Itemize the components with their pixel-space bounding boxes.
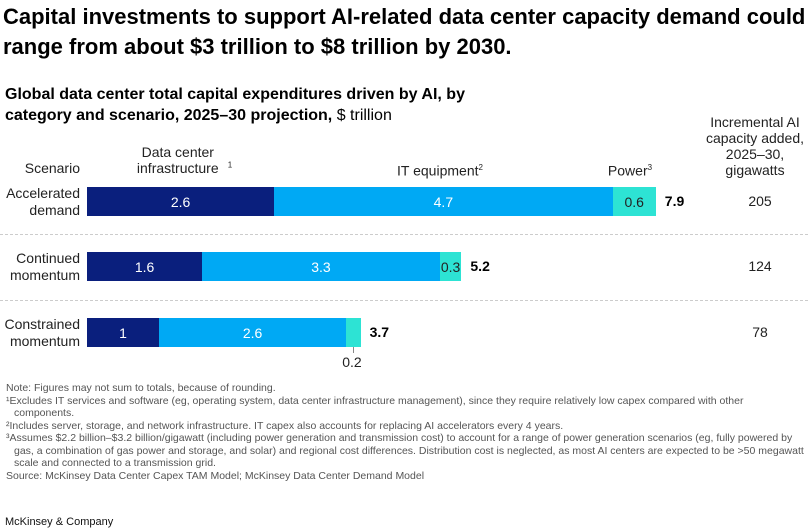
footnote-mark: 1 — [227, 160, 233, 170]
footnote-2: ²Includes server, storage, and network i… — [6, 419, 564, 432]
bar-segment: 0.6 — [612, 187, 656, 216]
chart-title: Global data center total capital expendi… — [5, 84, 485, 126]
row-divider — [0, 300, 808, 301]
bar-segment: 4.7 — [274, 187, 613, 216]
leader-line — [353, 347, 355, 353]
data-label: 0.3 — [440, 258, 461, 275]
legend-label: IT equipment — [397, 162, 479, 179]
data-label: 0.6 — [624, 193, 644, 210]
bar-segment: 2.6 — [159, 318, 347, 347]
bar-segment: 1 — [87, 318, 159, 347]
data-label: 4.7 — [433, 193, 454, 210]
bar-segment: 0.3 — [439, 252, 462, 281]
note: Note: Figures may not sum to totals, bec… — [6, 382, 276, 394]
footnote-1: ¹Excludes IT services and software (eg, … — [6, 394, 744, 420]
footnote-mark: 3 — [647, 163, 653, 172]
scenario-label: Accelerated demand — [6, 185, 80, 218]
legend-label: Power — [607, 162, 648, 179]
footnotes: Note: Figures may not sum to totals, bec… — [6, 382, 806, 482]
unit-label: $ trillion — [336, 107, 392, 124]
scenario-label: Constrained momentum — [4, 316, 81, 349]
row-divider — [0, 234, 808, 235]
capacity-value: 205 — [748, 193, 772, 209]
source: Source: McKinsey Data Center Capex TAM M… — [6, 469, 425, 482]
total-label: 3.7 — [369, 324, 390, 340]
scenario-label: Continued momentum — [9, 250, 80, 283]
bar-segment: 3.3 — [202, 252, 440, 281]
data-label: 0.2 — [342, 354, 362, 370]
capacity-value: 124 — [748, 258, 772, 274]
footnote-3: ³Assumes $2.2 billion–$3.2 billion/gigaw… — [6, 432, 804, 469]
footnote-mark: 2 — [478, 163, 483, 172]
brand-logo: McKinsey & Company — [5, 516, 114, 528]
scenario-header: Scenario — [24, 160, 80, 176]
capacity-value: 78 — [752, 324, 768, 340]
total-label: 7.9 — [664, 193, 685, 209]
bar-segment: 1.6 — [87, 252, 203, 281]
data-label: 1.6 — [134, 258, 155, 275]
legend-label: Data center infrastructure — [136, 144, 219, 176]
chart-title-text: Global data center total capital expendi… — [5, 86, 465, 124]
bar-segment: 2.6 — [87, 187, 275, 216]
bar-segment: 0.2 — [342, 318, 362, 370]
legend-infrastructure: Data center infrastructure 1 — [120, 144, 240, 176]
data-label: 3.3 — [311, 258, 331, 275]
legend-power: Power3 — [600, 160, 660, 179]
data-label: 1 — [119, 324, 127, 341]
legend-it-equipment: IT equipment2 — [380, 160, 500, 179]
capacity-header: Incremental AI capacity added, 2025–30, … — [705, 114, 805, 178]
headline: Capital investments to support AI-relate… — [3, 4, 806, 59]
data-label: 2.6 — [170, 193, 191, 210]
total-label: 5.2 — [470, 258, 490, 274]
data-label: 2.6 — [242, 324, 263, 341]
